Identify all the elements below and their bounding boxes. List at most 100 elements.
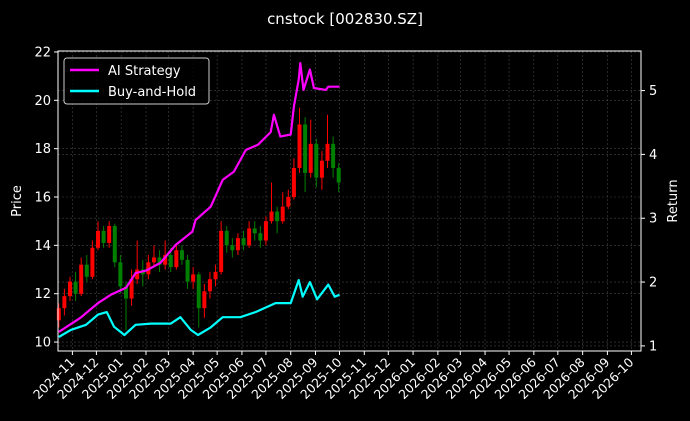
return-lines [58,61,340,338]
candle [84,255,89,282]
candle-body [90,247,95,277]
candle-body [168,255,173,268]
candle-body [62,296,67,309]
candle-body [185,259,190,282]
candle [67,276,72,301]
candle [286,189,291,210]
candle-body [297,124,302,169]
y2-tick-label: 3 [649,212,657,227]
candle [219,221,224,275]
candle-body [95,230,100,248]
candle-body [67,281,72,297]
candle [263,216,268,246]
candle-body [247,228,252,246]
candle-body [174,250,179,268]
candle-body [202,291,207,309]
candle [269,182,274,224]
candle-body [224,230,229,246]
candle [129,269,134,306]
candle-body [219,230,224,272]
plot-frame [57,50,642,352]
candle [314,138,319,188]
y-tick-label: 20 [34,94,51,109]
candle [73,271,78,301]
y-tick-label: 12 [34,287,51,302]
candle [112,223,117,268]
candle-body [196,274,201,309]
candle-body [263,221,268,241]
candle-body [84,264,89,277]
candle [202,284,207,318]
candle-body [286,197,291,207]
candle [241,230,246,251]
candle [213,264,218,287]
candle-body [118,262,123,287]
candle [135,240,140,285]
candle [151,245,156,268]
chart-title: cnstock [002830.SZ] [267,10,423,28]
candle-body [151,257,156,263]
candle [247,221,252,248]
candle-body [213,271,218,280]
candle [62,288,67,316]
y2-tick-label: 2 [649,276,657,291]
candle [235,233,240,256]
y2-tick-label: 5 [649,84,657,99]
candle-body [163,255,168,265]
y-tick-label: 16 [34,191,51,206]
candle-body [56,308,61,321]
candle-body [252,228,257,234]
candle-body [207,279,212,292]
candle [185,255,190,289]
candlesticks [56,107,341,330]
candle [174,242,179,270]
candle [303,117,308,193]
legend-box [63,57,210,105]
candle-body [275,211,280,222]
candle-body [258,233,263,241]
candle-body [101,230,106,243]
y-tick-label: 14 [34,239,51,254]
candle [224,226,229,253]
y-axis-left: 10 12 14 16 18 20 22 [34,45,58,351]
candle [179,245,184,265]
candle-body [235,238,240,251]
candle [230,238,235,258]
candle [325,114,330,169]
candle [297,107,302,173]
candle [308,119,313,178]
series-line-buy-and-hold [58,279,340,338]
candle [157,250,162,272]
legend: AI Strategy Buy-and-Hold [63,57,210,105]
candle-body [314,143,319,178]
candle [90,240,95,280]
y-axis-right: 1 2 3 4 5 [641,84,657,354]
candle-body [241,238,246,246]
legend-label-strategy: AI Strategy [108,64,181,79]
candle-body [280,206,285,222]
candle [336,163,341,193]
candle [95,221,100,251]
candle-body [135,269,140,280]
candle [107,221,112,248]
y2-tick-label: 4 [649,148,657,163]
candle-body [123,286,128,299]
candle-body [107,226,112,243]
candle [118,255,123,294]
candle-body [79,264,84,294]
candle [123,281,128,330]
series-line-ai-strategy [58,61,340,333]
candle-body [269,211,274,222]
y-tick-label: 10 [34,336,51,351]
candle [319,151,324,190]
candle-body [230,245,235,251]
candle-body [336,168,341,183]
candle-body [73,281,78,294]
candle [101,226,106,248]
legend-label-buyhold: Buy-and-Hold [108,85,196,100]
candle [252,221,257,241]
candle [146,255,151,280]
candle-body [319,160,324,178]
candle-body [191,274,196,282]
